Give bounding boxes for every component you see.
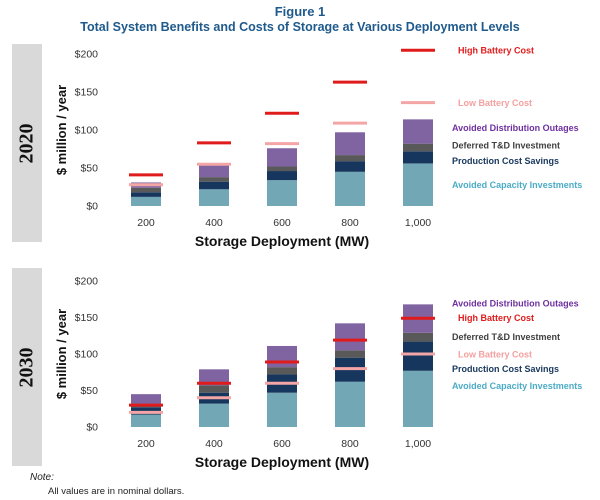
legend-label-avoided-distribution-outages: Avoided Distribution Outages [452, 298, 579, 308]
y-axis-title: $ million / year [54, 85, 69, 175]
bar-segment-avoided-distribution-outages [131, 394, 161, 404]
bar-segment-deferred-t-d-investment [199, 177, 229, 182]
x-tick-label: 600 [273, 217, 291, 229]
chart-2030: $0 $50 $100 $150 $200 $ million / year 200 400 6… [54, 276, 582, 471]
chart-2020: $0 $50 $100 $150 $200 $ million / year 200 400 6… [54, 46, 582, 249]
bar-segment-avoided-distribution-outages [199, 369, 229, 386]
bar-segment-production-cost-savings [199, 181, 229, 190]
y-tick-label: $200 [75, 276, 99, 288]
x-tick-label: 200 [137, 217, 155, 229]
bar-segment-deferred-t-d-investment [267, 166, 297, 172]
x-tick-label: 1,000 [405, 438, 431, 450]
note-label: Note: [30, 472, 54, 483]
x-tick-label: 200 [137, 438, 155, 450]
bar-segment-avoided-capacity-investments [199, 189, 229, 206]
bar-segment-deferred-t-d-investment [267, 367, 297, 375]
bar-segment-avoided-capacity-investments [335, 381, 365, 427]
bar-segment-avoided-capacity-investments [267, 392, 297, 427]
bar-segment-production-cost-savings [403, 341, 433, 371]
bar-segment-avoided-capacity-investments [403, 163, 433, 206]
bar-segment-avoided-capacity-investments [131, 196, 161, 206]
bar-segment-production-cost-savings [403, 151, 433, 164]
figure-subtitle: Total System Benefits and Costs of Stora… [80, 20, 520, 34]
y-tick-label: $0 [86, 201, 98, 213]
legend-label-production-cost-savings: Production Cost Savings [452, 364, 559, 374]
bar-segment-deferred-t-d-investment [199, 385, 229, 393]
legend-label-high-battery-cost: High Battery Cost [458, 46, 534, 56]
legend-label-deferred-t-d-investment: Deferred T&D Investment [452, 141, 560, 151]
bar-segment-deferred-t-d-investment [403, 143, 433, 152]
y-axis-title: $ million / year [54, 309, 69, 399]
x-tick-label: 800 [341, 217, 359, 229]
bar-segment-production-cost-savings [335, 161, 365, 172]
bar-segment-deferred-t-d-investment [403, 332, 433, 342]
bar-segment-avoided-distribution-outages [267, 345, 297, 368]
bar-segment-deferred-t-d-investment [131, 187, 161, 193]
x-axis-title: Storage Deployment (MW) [195, 454, 369, 470]
bar-segment-avoided-capacity-investments [403, 370, 433, 427]
legend-label-deferred-t-d-investment: Deferred T&D Investment [452, 332, 560, 342]
x-tick-label: 600 [273, 438, 291, 450]
y-tick-label: $100 [75, 125, 99, 137]
y-tick-label: $200 [75, 49, 99, 61]
legend-label-avoided-distribution-outages: Avoided Distribution Outages [452, 123, 579, 133]
bar-segment-avoided-distribution-outages [335, 132, 365, 156]
legend-label-avoided-capacity-investments: Avoided Capacity Investments [452, 180, 582, 190]
bar-segment-deferred-t-d-investment [335, 155, 365, 162]
bar-segment-avoided-distribution-outages [199, 164, 229, 178]
note-text: All values are in nominal dollars. [48, 486, 185, 497]
y-tick-label: $150 [75, 312, 99, 324]
y-tick-label: $50 [80, 163, 98, 175]
bar-segment-avoided-capacity-investments [131, 414, 161, 427]
bar-segment-avoided-distribution-outages [403, 119, 433, 144]
x-axis-title: Storage Deployment (MW) [195, 233, 369, 249]
bar-segment-production-cost-savings [267, 171, 297, 181]
legend-label-high-battery-cost: High Battery Cost [458, 313, 534, 323]
panel-2020-band [12, 44, 42, 242]
legend-label-low-battery-cost: Low Battery Cost [458, 350, 532, 360]
y-tick-label: $50 [80, 385, 98, 397]
legend-label-avoided-capacity-investments: Avoided Capacity Investments [452, 381, 582, 391]
bar-segment-avoided-distribution-outages [335, 323, 365, 351]
bar-segment-deferred-t-d-investment [335, 350, 365, 358]
x-tick-label: 800 [341, 438, 359, 450]
panel-2030-band [12, 268, 42, 466]
bar-segment-avoided-capacity-investments [199, 403, 229, 427]
y-tick-label: $0 [86, 422, 98, 434]
x-tick-label: 400 [205, 217, 223, 229]
y-tick-label: $100 [75, 349, 99, 361]
legend-label-production-cost-savings: Production Cost Savings [452, 156, 559, 166]
bar-segment-avoided-capacity-investments [267, 180, 297, 206]
bar-segment-avoided-capacity-investments [335, 171, 365, 206]
x-tick-label: 1,000 [405, 217, 431, 229]
figure-title: Figure 1 [274, 4, 326, 19]
bar-segment-production-cost-savings [131, 192, 161, 197]
bar-segment-avoided-distribution-outages [267, 148, 297, 167]
x-tick-label: 400 [205, 438, 223, 450]
y-tick-label: $150 [75, 87, 99, 99]
legend-label-low-battery-cost: Low Battery Cost [458, 98, 532, 108]
